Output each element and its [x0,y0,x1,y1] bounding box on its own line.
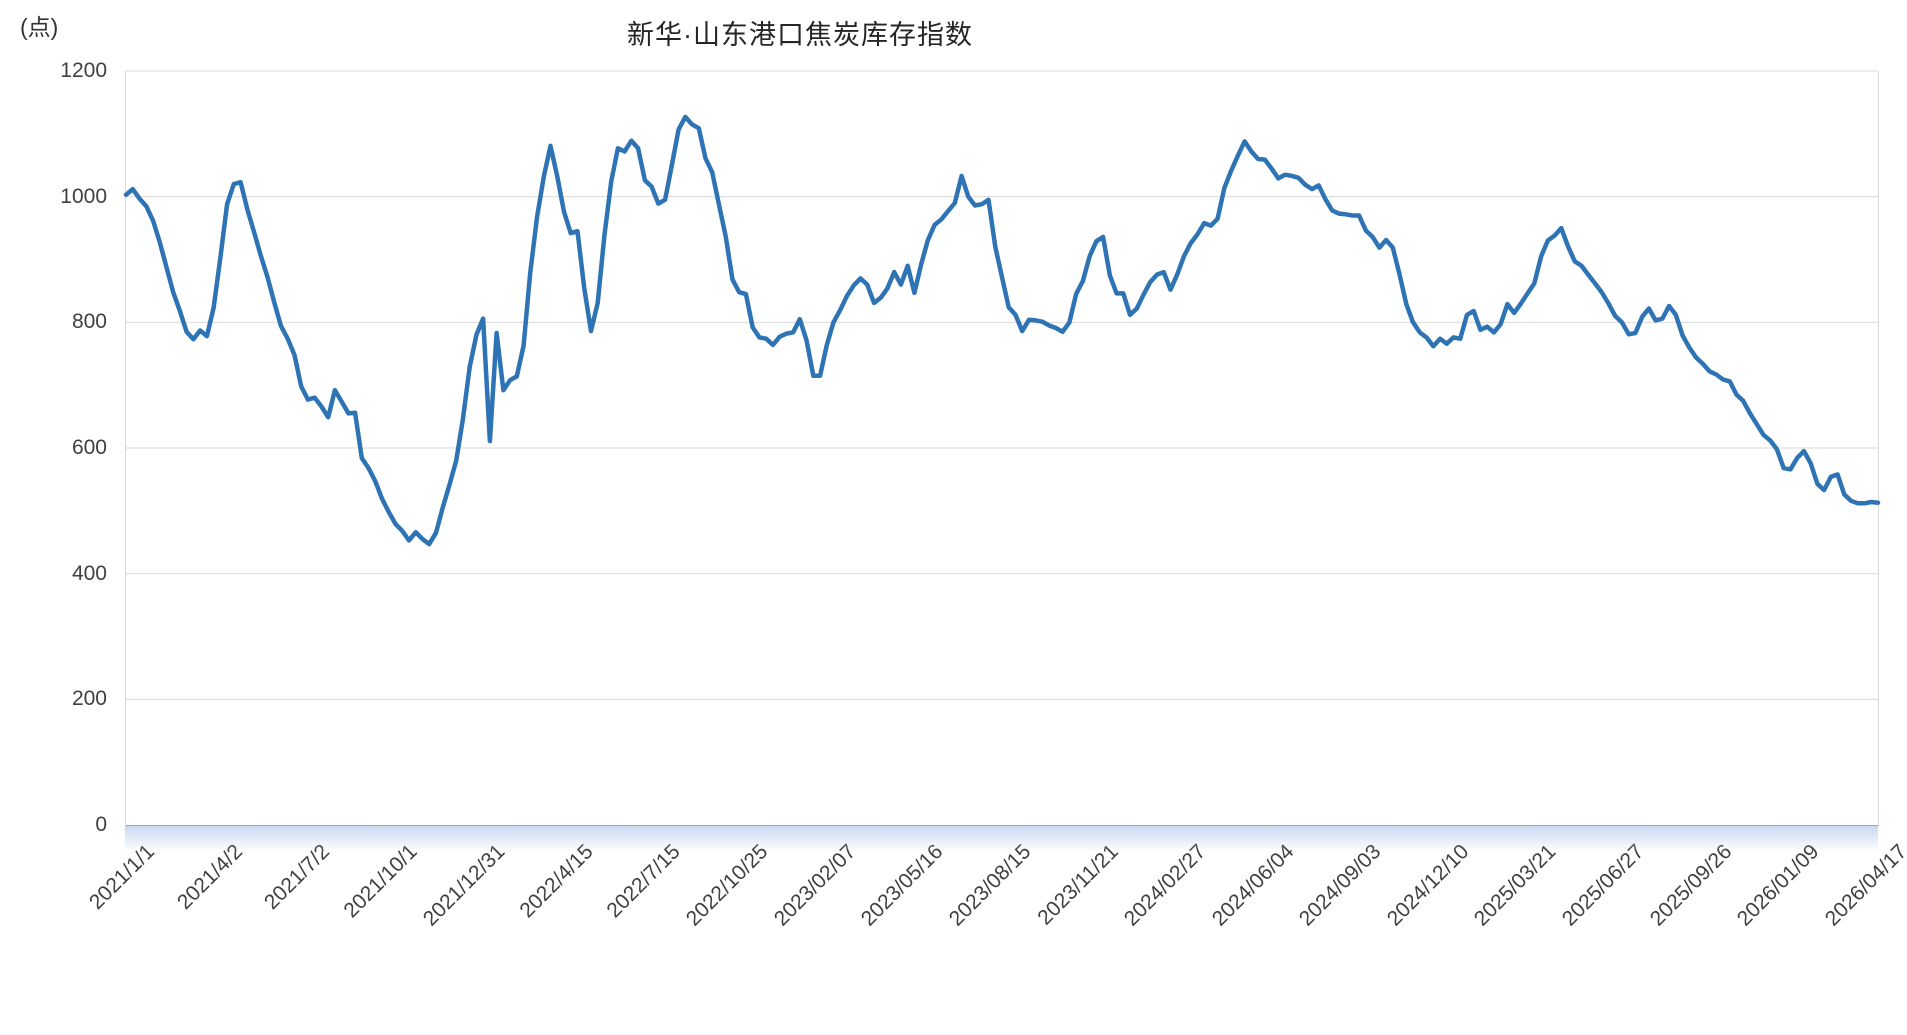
axis-shadow-gradient [125,826,1878,852]
x-tick-label-2026/01/09: 2026/01/09 [1733,840,1824,931]
x-tick-label-2024/02/27: 2024/02/27 [1119,840,1211,931]
x-tick-label-2023/02/07: 2023/02/07 [769,840,861,931]
x-tick-label-2025/03/21: 2025/03/21 [1470,840,1561,931]
x-tick-label-2025/09/26: 2025/09/26 [1645,840,1737,931]
x-tick-label-2026/04/17: 2026/04/17 [1820,840,1907,931]
x-tick-label-2025/06/27: 2025/06/27 [1557,840,1649,931]
y-tick-label-1200: 1200 [60,59,107,82]
y-tick-label-600: 600 [71,436,107,459]
x-tick-label-2023/11/21: 2023/11/21 [1033,840,1123,930]
x-tick-label-2021/10/1: 2021/10/1 [339,840,423,923]
x-tick-label-2022/10/25: 2022/10/25 [681,840,773,931]
line-chart-svg [123,70,1881,700]
plot-area [123,70,1881,826]
x-tick-label-2022/4/15: 2022/4/15 [514,840,598,923]
y-tick-label-0: 0 [95,813,107,836]
x-tick-label-2023/05/16: 2023/05/16 [857,840,948,931]
x-tick-label-2024/09/03: 2024/09/03 [1295,840,1386,931]
x-tick-label-2023/08/15: 2023/08/15 [944,840,1036,931]
x-tick-label-2021/12/31: 2021/12/31 [419,840,510,931]
y-axis-unit-label: (点) [20,14,59,40]
chart-title: 新华·山东港口焦炭库存指数 [627,20,973,50]
series-line [123,114,1881,547]
y-tick-label-400: 400 [71,561,107,585]
y-tick-label-800: 800 [71,310,107,334]
x-tick-label-2024/06/04: 2024/06/04 [1207,840,1299,931]
x-tick-label-2024/12/10: 2024/12/10 [1382,840,1474,931]
y-tick-label-200: 200 [71,687,107,711]
x-tick-label-2022/7/15: 2022/7/15 [602,840,685,923]
y-tick-label-1000: 1000 [60,184,107,208]
